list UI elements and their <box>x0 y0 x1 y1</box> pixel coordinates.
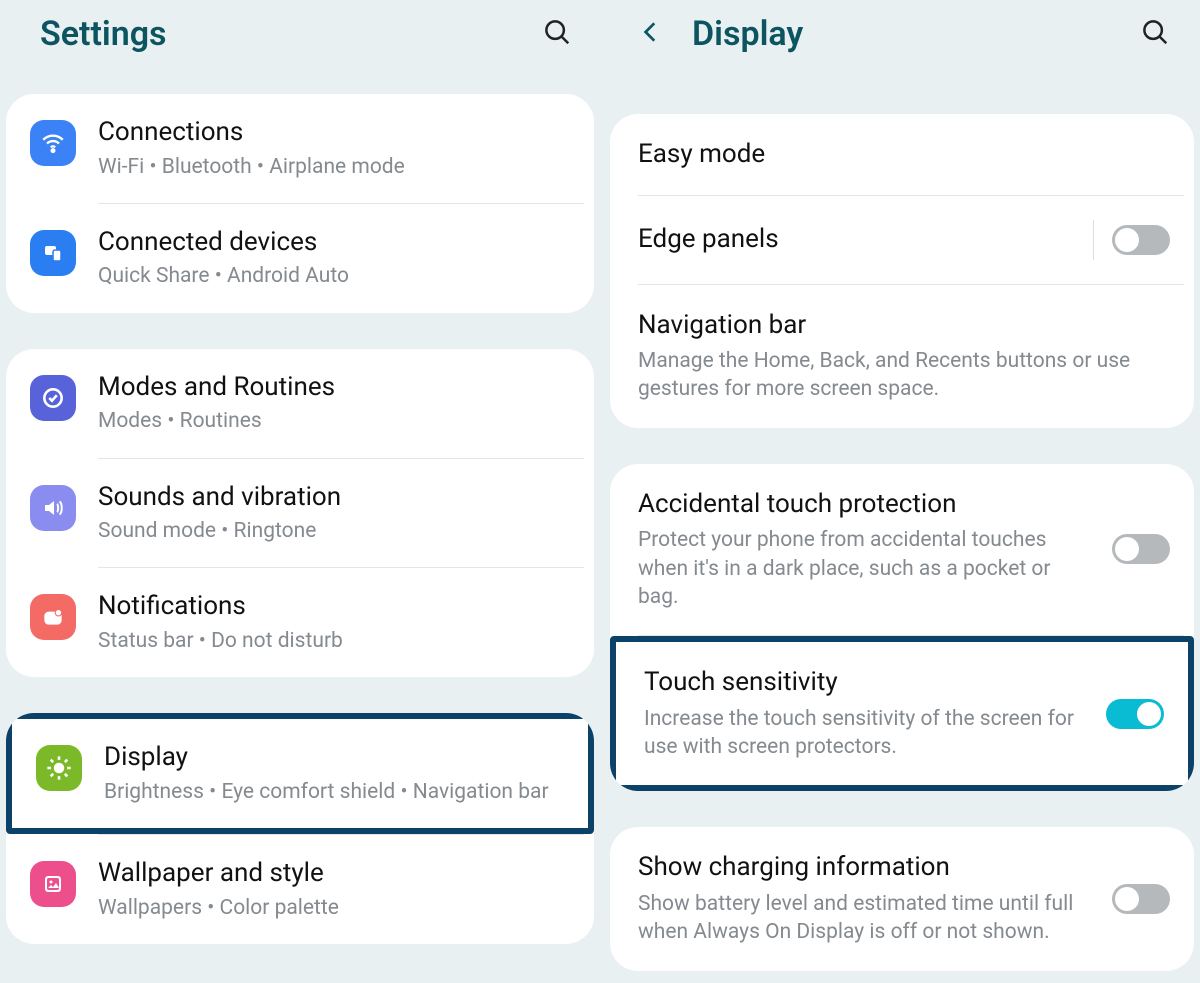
row-title: Touch sensitivity <box>644 666 1090 699</box>
check-icon <box>30 375 76 421</box>
separator <box>1093 220 1094 260</box>
row-title: Modes and Routines <box>98 371 574 404</box>
row-title: Display <box>104 741 568 774</box>
settings-row-connected-devices[interactable]: Connected devices Quick Share • Android A… <box>6 204 594 313</box>
sound-icon <box>30 485 76 531</box>
row-title: Navigation bar <box>638 309 1154 342</box>
display-row-navigation-bar[interactable]: Navigation bar Manage the Home, Back, and… <box>610 285 1194 428</box>
settings-group: Connections Wi-Fi • Bluetooth • Airplane … <box>6 94 594 313</box>
settings-panel: Settings Connections Wi-Fi • Bluetooth • … <box>0 0 600 983</box>
notif-icon <box>30 594 76 640</box>
toggle-accidental-touch-protection[interactable] <box>1112 534 1170 564</box>
settings-row-display[interactable]: Display Brightness • Eye comfort shield •… <box>6 713 594 834</box>
wifi-icon <box>30 120 76 166</box>
row-subtitle: Quick Share • Android Auto <box>98 262 574 290</box>
row-title: Connections <box>98 116 574 149</box>
row-subtitle: Brightness • Eye comfort shield • Naviga… <box>104 778 568 806</box>
row-title: Edge panels <box>638 223 1067 256</box>
toggle-edge-panels[interactable] <box>1112 225 1170 255</box>
row-subtitle: Sound mode • Ringtone <box>98 517 574 545</box>
display-group: Show charging information Show battery le… <box>610 827 1194 970</box>
search-icon[interactable] <box>542 17 572 51</box>
search-icon[interactable] <box>1140 17 1170 51</box>
display-row-show-charging-information[interactable]: Show charging information Show battery le… <box>610 827 1194 970</box>
back-icon[interactable] <box>638 19 664 49</box>
settings-group: Modes and Routines Modes • Routines Sounds… <box>6 349 594 678</box>
display-group: Easy mode Edge panels Navigation bar Manage… <box>610 114 1194 428</box>
row-subtitle: Show battery level and estimated time un… <box>638 890 1096 947</box>
display-header: Display <box>610 0 1194 114</box>
settings-title: Settings <box>40 14 542 54</box>
settings-row-wallpaper-and-style[interactable]: Wallpaper and style Wallpapers • Color pa… <box>6 835 594 944</box>
row-title: Wallpaper and style <box>98 857 574 890</box>
row-subtitle: Modes • Routines <box>98 407 574 435</box>
settings-row-sounds-and-vibration[interactable]: Sounds and vibration Sound mode • Rington… <box>6 459 594 568</box>
row-title: Connected devices <box>98 226 574 259</box>
settings-row-modes-and-routines[interactable]: Modes and Routines Modes • Routines <box>6 349 594 458</box>
toggle-show-charging-information[interactable] <box>1112 884 1170 914</box>
settings-group: Display Brightness • Eye comfort shield •… <box>6 713 594 944</box>
sun-icon <box>36 745 82 791</box>
display-title: Display <box>692 14 1140 54</box>
settings-row-connections[interactable]: Connections Wi-Fi • Bluetooth • Airplane … <box>6 94 594 203</box>
display-row-easy-mode[interactable]: Easy mode <box>610 114 1194 195</box>
row-subtitle: Wallpapers • Color palette <box>98 894 574 922</box>
row-title: Notifications <box>98 590 574 623</box>
row-subtitle: Status bar • Do not disturb <box>98 627 574 655</box>
row-subtitle: Increase the touch sensitivity of the sc… <box>644 705 1090 762</box>
row-subtitle: Manage the Home, Back, and Recents butto… <box>638 347 1154 404</box>
toggle-touch-sensitivity[interactable] <box>1106 699 1164 729</box>
display-group: Accidental touch protection Protect your … <box>610 464 1194 792</box>
devices-icon <box>30 230 76 276</box>
row-subtitle: Protect your phone from accidental touch… <box>638 526 1096 611</box>
display-row-accidental-touch-protection[interactable]: Accidental touch protection Protect your … <box>610 464 1194 636</box>
row-title: Accidental touch protection <box>638 488 1096 521</box>
display-row-edge-panels[interactable]: Edge panels <box>610 196 1194 284</box>
settings-header: Settings <box>4 0 596 94</box>
row-title: Show charging information <box>638 851 1096 884</box>
display-row-touch-sensitivity[interactable]: Touch sensitivity Increase the touch sens… <box>610 636 1194 791</box>
row-title: Sounds and vibration <box>98 481 574 514</box>
row-title: Easy mode <box>638 138 1154 171</box>
row-subtitle: Wi-Fi • Bluetooth • Airplane mode <box>98 153 574 181</box>
image-icon <box>30 861 76 907</box>
settings-row-notifications[interactable]: Notifications Status bar • Do not disturb <box>6 568 594 677</box>
display-panel: Display Easy mode Edge panels Navigation b… <box>600 0 1200 983</box>
